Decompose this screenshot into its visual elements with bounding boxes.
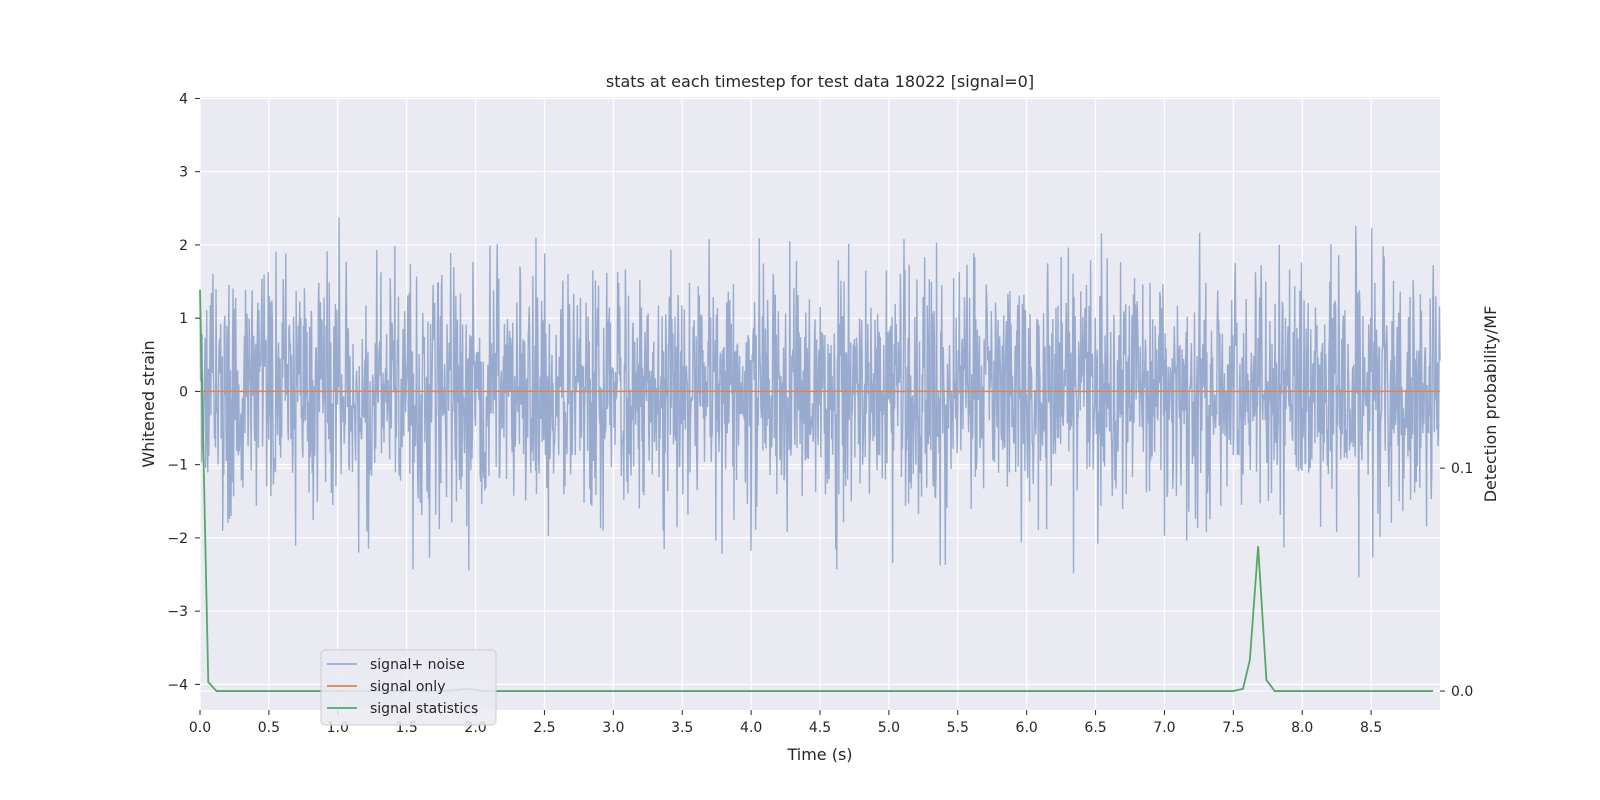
y-tick-label: −3 (167, 604, 188, 620)
x-tick-label: 7.5 (1222, 720, 1244, 736)
x-tick-label: 7.0 (1153, 720, 1175, 736)
x-tick-label: 0.0 (189, 720, 211, 736)
y-right-axis-label: Detection probability/MF (1481, 306, 1500, 503)
y-axis-ticks: 4 3 2 1 0 −1 −2 −3 −4 (167, 91, 200, 693)
x-tick-label: 6.5 (1084, 720, 1106, 736)
x-tick-label: 8.5 (1360, 720, 1382, 736)
y-tick-label: 4 (179, 91, 188, 107)
legend-label: signal only (370, 679, 445, 695)
y-tick-label: −2 (167, 531, 188, 547)
y-right-axis-ticks: 0.1 0.0 (1440, 461, 1473, 700)
y-tick-label: 3 (179, 165, 188, 181)
chart-title: stats at each timestep for test data 180… (606, 72, 1034, 91)
legend-label: signal+ noise (370, 657, 465, 673)
x-tick-label: 8.0 (1291, 720, 1313, 736)
x-axis-label: Time (s) (786, 745, 852, 764)
x-tick-label: 3.0 (602, 720, 624, 736)
y-tick-label: 2 (179, 238, 188, 254)
legend: signal+ noise signal only signal statistic… (320, 649, 497, 726)
y-axis-label: Whitened strain (139, 340, 158, 467)
y-tick-label: 1 (179, 311, 188, 327)
y-tick-label: 0 (179, 384, 188, 400)
y-right-tick-label: 0.1 (1451, 461, 1473, 477)
y-right-tick-label: 0.0 (1451, 684, 1473, 700)
signal-noise-line (199, 217, 1441, 578)
legend-label: signal statistics (370, 701, 478, 717)
x-tick-label: 5.5 (947, 720, 969, 736)
x-tick-label: 0.5 (258, 720, 280, 736)
x-tick-label: 6.0 (1016, 720, 1038, 736)
y-tick-label: −4 (167, 677, 188, 693)
legend-box (320, 649, 497, 726)
signal-noise-series (199, 217, 1441, 578)
x-tick-label: 4.0 (740, 720, 762, 736)
y-tick-label: −1 (167, 458, 188, 474)
x-tick-label: 4.5 (809, 720, 831, 736)
x-tick-label: 5.0 (878, 720, 900, 736)
x-tick-label: 2.5 (533, 720, 555, 736)
x-tick-label: 3.5 (671, 720, 693, 736)
